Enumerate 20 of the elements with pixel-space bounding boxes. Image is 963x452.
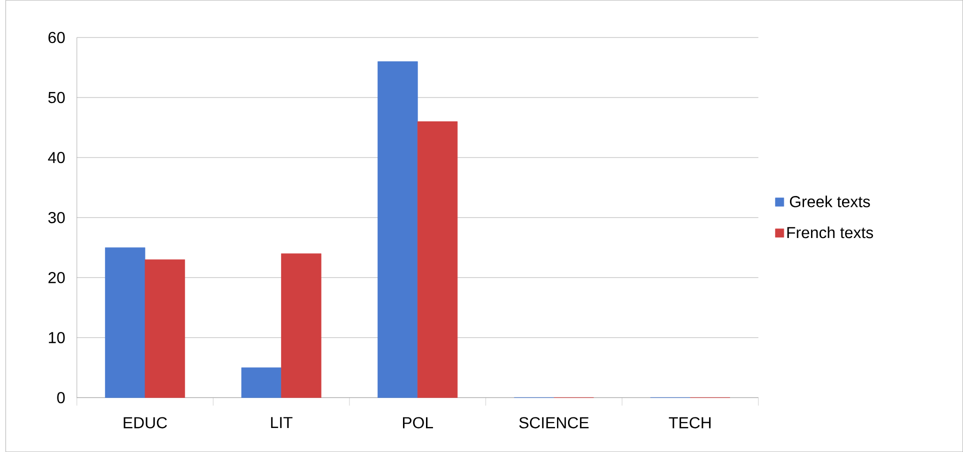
y-tick-label: 20 — [48, 272, 65, 284]
x-tick-label: POL — [402, 417, 434, 428]
x-tick-label: TECH — [668, 417, 711, 428]
legend-label: Greek texts — [790, 196, 870, 208]
x-tick-label: LIT — [271, 417, 292, 428]
y-tick-label: 0 — [57, 392, 65, 404]
bar — [378, 61, 418, 398]
bar — [144, 259, 186, 398]
bar — [105, 247, 146, 398]
legend-label: French texts — [787, 226, 874, 238]
x-tick-label: EDUC — [124, 417, 167, 428]
bar — [281, 253, 322, 398]
x-tick-label: SCIENCE — [519, 417, 589, 428]
y-tick-label: 10 — [48, 332, 65, 344]
bar — [417, 121, 458, 398]
y-tick-label: 60 — [48, 32, 65, 44]
y-tick-label: 50 — [48, 92, 65, 104]
y-tick-label: 40 — [48, 152, 65, 164]
bar — [241, 367, 282, 398]
y-tick-label: 30 — [48, 212, 65, 224]
